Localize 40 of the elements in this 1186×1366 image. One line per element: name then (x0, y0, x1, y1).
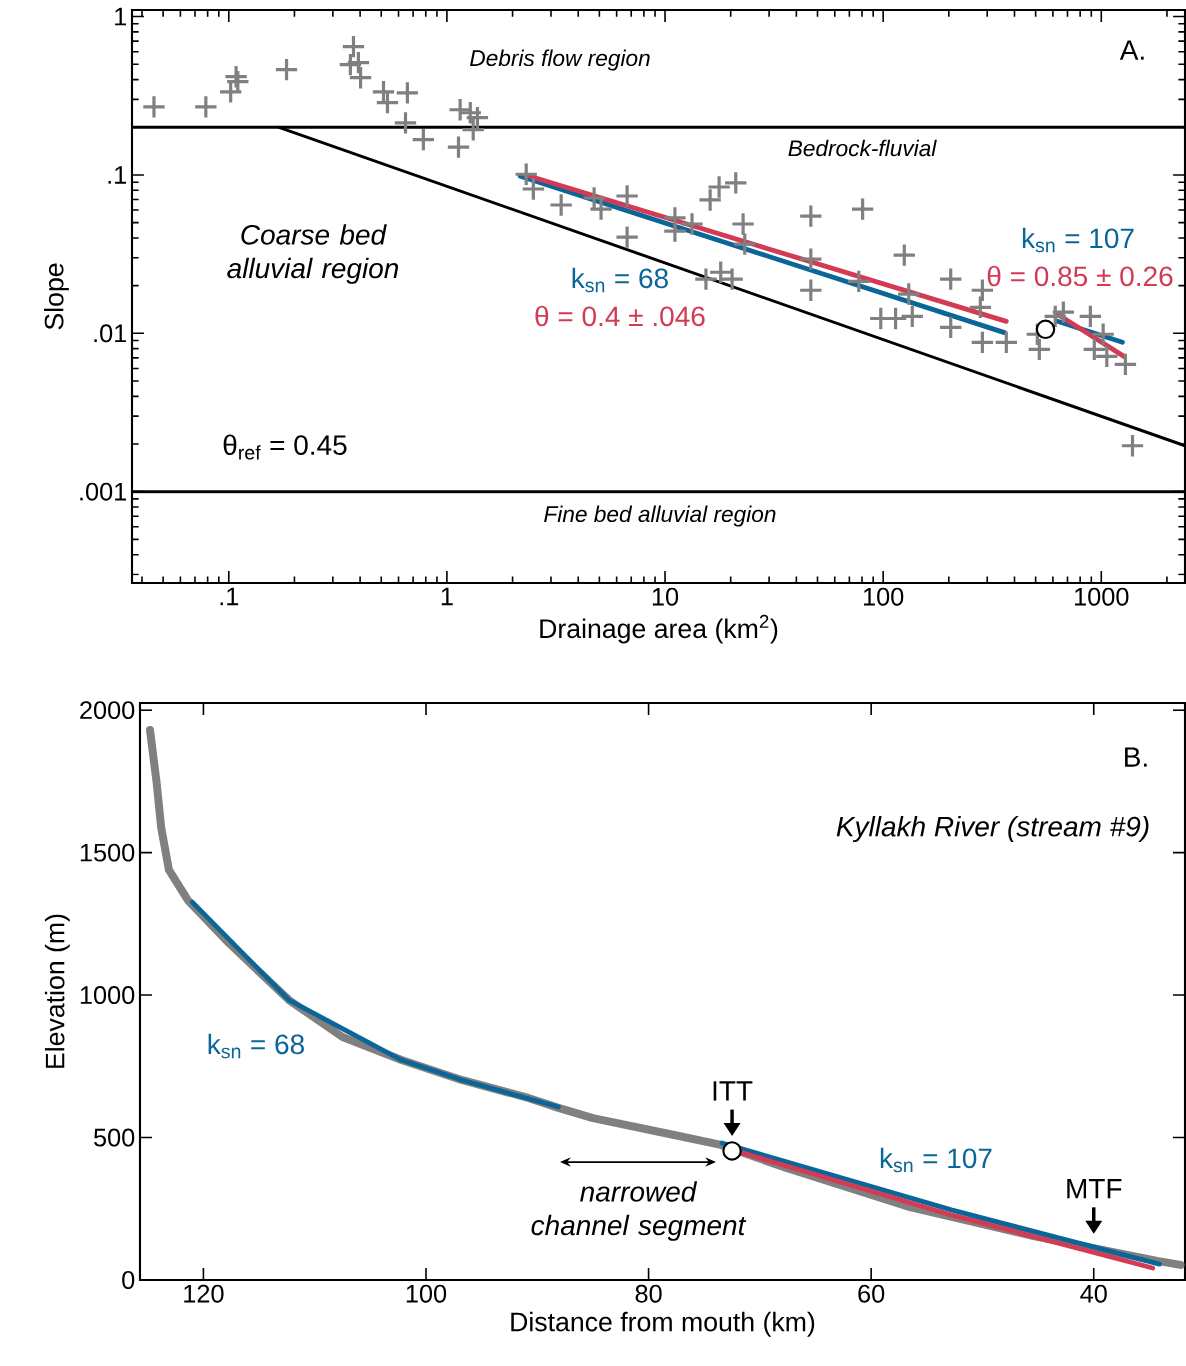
y-tick-label: .1 (108, 166, 127, 184)
annotation: Coarse bed alluvial region (227, 224, 399, 284)
y-axis-title: Slope (43, 263, 69, 330)
x-tick-label: 1 (441, 587, 453, 606)
text: θ = 0.4 ± .046 (535, 305, 705, 327)
y-tick-label: 1 (115, 7, 127, 26)
x-axis-title: Drainage area (km$^{2}$) (540, 614, 778, 644)
x-tick-label: 80 (635, 1284, 662, 1303)
x-tick-label: 1000 (1075, 587, 1129, 606)
annotation: ITT (713, 1081, 753, 1101)
x-tick-label: 10 (652, 587, 679, 606)
series-label: k$_{sn}$ = 68 (208, 1033, 304, 1059)
x-axis-title: Distance from mouth (km) (511, 1311, 815, 1337)
annotation: MTF (1067, 1179, 1122, 1199)
annotation: Fine bed alluvial region (544, 505, 776, 527)
y-tick-label: 0 (122, 1271, 135, 1289)
annotation: Bedrock-fluvial (788, 139, 937, 157)
annotation: narrowed channel segment (531, 1181, 747, 1241)
y-tick-label: .01 (94, 324, 127, 343)
annotation: B. (1125, 747, 1147, 767)
text: k$_{sn}$ = 107 (1022, 227, 1134, 253)
x-tick-label: 120 (184, 1284, 224, 1303)
annotation: θ$_{ref}$ = 0.45 (223, 434, 347, 460)
y-tick-label: 1500 (80, 843, 135, 862)
annotation: Debris flow region (470, 49, 650, 71)
series-label: k$_{sn}$ = 68 (572, 267, 668, 293)
annotation: A. (1119, 40, 1144, 60)
y-tick-label: 500 (94, 1128, 135, 1147)
y-tick-label: 2000 (80, 701, 135, 720)
y-tick-label: 1000 (80, 986, 135, 1005)
series-label: k$_{sn}$ = 107 (880, 1147, 992, 1173)
x-tick-label: 100 (863, 587, 904, 606)
annotation: Kyllakh River (stream #9) (836, 815, 1149, 843)
y-axis-title: Elevation (m) (44, 914, 70, 1068)
x-tick-label: 100 (406, 1284, 447, 1303)
x-tick-label: 40 (1080, 1284, 1107, 1303)
series-label: θ = 0.85 ± 0.26 (987, 265, 1173, 287)
y-tick-label: .001 (80, 482, 127, 501)
x-tick-label: 60 (858, 1284, 885, 1303)
x-tick-label: .1 (220, 587, 239, 606)
